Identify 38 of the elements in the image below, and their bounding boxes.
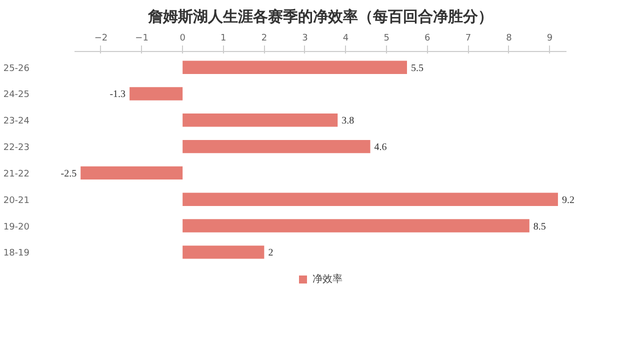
x-tick-label: 7	[465, 34, 472, 44]
chart-title: 詹姆斯湖人生涯各赛季的净效率（每百回合净胜分）	[147, 8, 493, 26]
bar	[182, 219, 530, 232]
data-label: 9.2	[562, 194, 574, 206]
x-tick-label: 0	[180, 34, 186, 44]
data-label: 2	[268, 248, 274, 259]
y-tick-label: 20-21	[3, 196, 30, 206]
data-label: -2.5	[60, 168, 77, 180]
bar	[182, 192, 558, 206]
x-tick-label: 2	[261, 34, 268, 44]
data-label: -1.3	[110, 89, 126, 100]
x-tick-label: −1	[135, 34, 148, 44]
bar	[182, 140, 370, 154]
y-tick-label: 25-26	[3, 64, 30, 74]
data-label: 3.8	[342, 116, 354, 127]
y-tick-label: 22-23	[3, 143, 30, 154]
x-tick-label: 5	[384, 34, 390, 44]
bar	[182, 246, 264, 259]
legend-label: 净效率	[312, 272, 342, 286]
bar	[130, 87, 183, 100]
x-tick-label: 8	[506, 34, 512, 44]
y-tick-label: 23-24	[3, 116, 30, 127]
x-tick-label: 4	[342, 34, 349, 44]
data-label: 5.5	[410, 62, 424, 74]
y-tick-label: 18-19	[3, 248, 30, 259]
y-tick-label: 21-22	[3, 169, 30, 180]
x-tick-label: −2	[94, 34, 108, 44]
bar	[182, 60, 407, 74]
y-tick-label: 19-20	[3, 222, 30, 232]
x-tick-label: 3	[302, 34, 308, 44]
y-tick-label: 24-25	[3, 90, 30, 100]
data-label: 8.5	[533, 221, 546, 232]
x-tick-label: 6	[424, 34, 431, 44]
x-tick-label: 9	[546, 34, 553, 44]
x-tick-label: 1	[220, 34, 226, 44]
data-label: 4.6	[374, 142, 387, 154]
bar	[80, 166, 183, 180]
bar	[182, 114, 338, 127]
